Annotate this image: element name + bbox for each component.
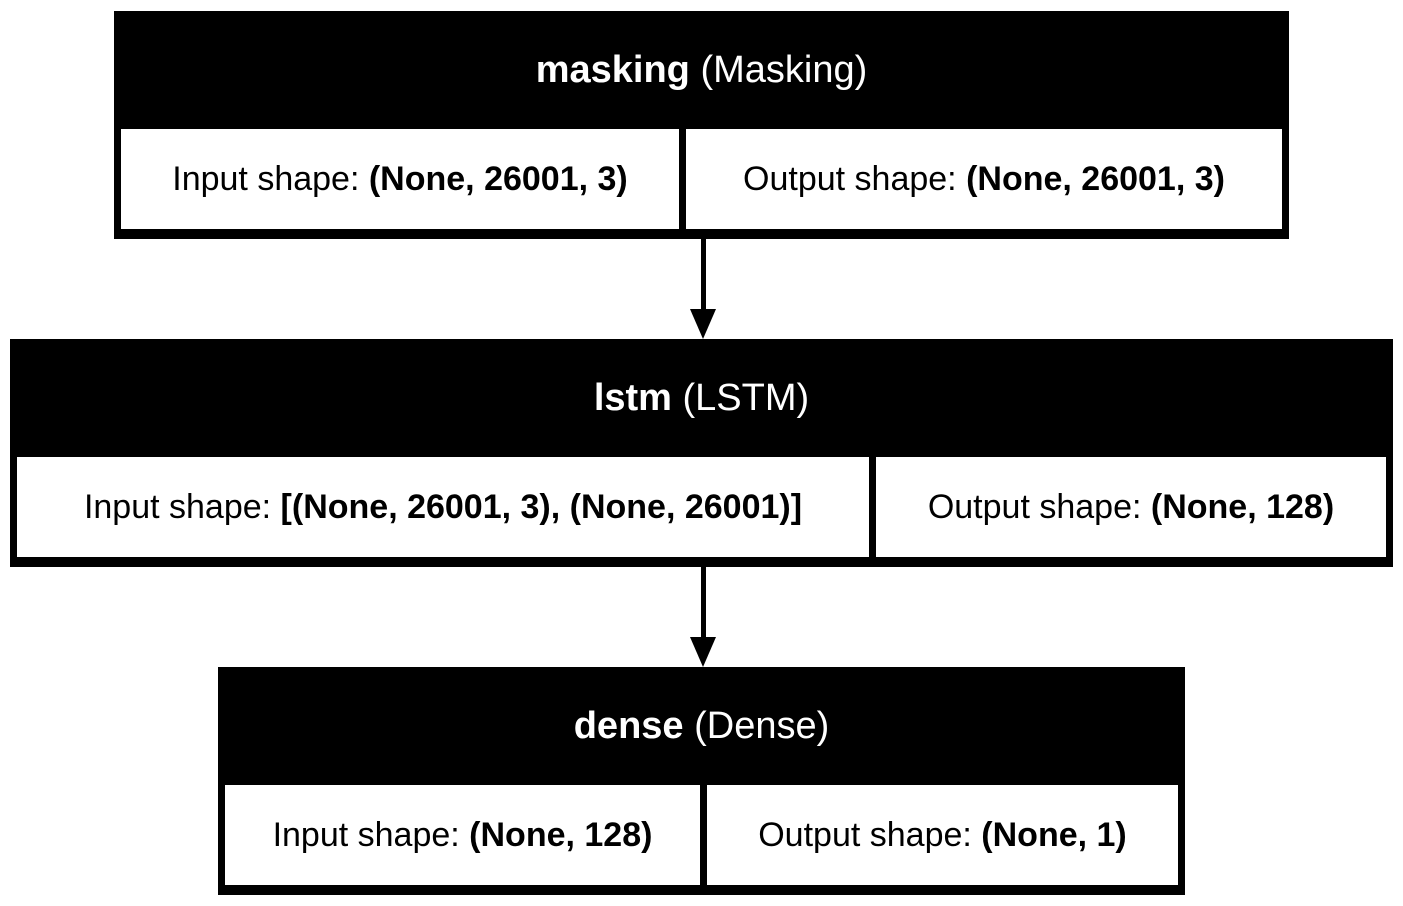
layer-lstm-input-shape: Input shape: [(None, 26001, 3), (None, 2… bbox=[17, 457, 869, 557]
layer-masking-type: (Masking) bbox=[700, 48, 868, 91]
layer-lstm-header: lstm (LSTM) bbox=[10, 339, 1393, 457]
layer-dense-type: (Dense) bbox=[694, 704, 830, 747]
input-shape-label: Input shape: bbox=[272, 815, 460, 854]
input-shape-value: [(None, 26001, 3), (None, 26001)] bbox=[280, 487, 803, 526]
input-shape-value: (None, 26001, 3) bbox=[368, 159, 628, 198]
output-shape-value: (None, 1) bbox=[981, 815, 1127, 854]
layer-masking-name: masking bbox=[535, 48, 690, 91]
layer-dense-output-shape: Output shape: (None, 1) bbox=[707, 785, 1178, 885]
layer-masking-header: masking (Masking) bbox=[114, 11, 1289, 129]
layer-masking-shapes: Input shape: (None, 26001, 3) Output sha… bbox=[121, 129, 1282, 229]
layer-lstm-shapes: Input shape: [(None, 26001, 3), (None, 2… bbox=[17, 457, 1386, 557]
layer-dense-header: dense (Dense) bbox=[218, 667, 1185, 785]
layer-masking: masking (Masking) Input shape: (None, 26… bbox=[114, 11, 1289, 239]
layer-lstm-output-shape: Output shape: (None, 128) bbox=[876, 457, 1386, 557]
input-shape-label: Input shape: bbox=[172, 159, 360, 198]
layer-dense: dense (Dense) Input shape: (None, 128) O… bbox=[218, 667, 1185, 895]
layer-dense-name: dense bbox=[573, 704, 684, 747]
layer-lstm-name: lstm bbox=[593, 376, 672, 419]
output-shape-value: (None, 26001, 3) bbox=[966, 159, 1225, 198]
layer-lstm: lstm (LSTM) Input shape: [(None, 26001, … bbox=[10, 339, 1393, 567]
layer-dense-input-shape: Input shape: (None, 128) bbox=[225, 785, 700, 885]
layer-dense-shapes: Input shape: (None, 128) Output shape: (… bbox=[225, 785, 1178, 885]
input-shape-label: Input shape: bbox=[83, 487, 272, 526]
arrow-lstm-to-dense bbox=[690, 567, 716, 667]
arrow-masking-to-lstm bbox=[690, 239, 716, 339]
output-shape-label: Output shape: bbox=[743, 159, 957, 198]
output-shape-label: Output shape: bbox=[758, 815, 972, 854]
layer-masking-input-shape: Input shape: (None, 26001, 3) bbox=[121, 129, 679, 229]
layer-masking-output-shape: Output shape: (None, 26001, 3) bbox=[686, 129, 1282, 229]
input-shape-value: (None, 128) bbox=[469, 815, 653, 854]
layer-lstm-type: (LSTM) bbox=[682, 376, 810, 419]
output-shape-value: (None, 128) bbox=[1150, 487, 1335, 526]
output-shape-label: Output shape: bbox=[927, 487, 1142, 526]
